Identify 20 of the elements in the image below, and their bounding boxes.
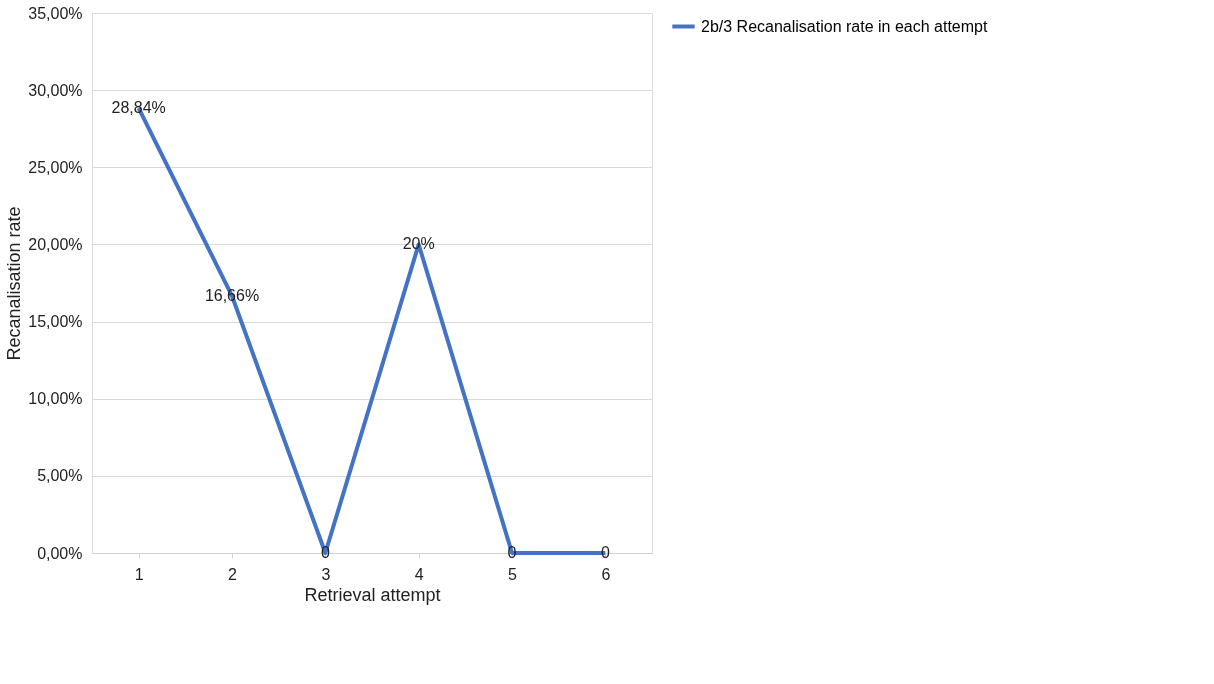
x-axis-title: Retrieval attempt xyxy=(304,584,441,605)
data-label: 0 xyxy=(600,544,610,561)
x-tick-label: 5 xyxy=(508,565,518,583)
y-tick-label: 35,00% xyxy=(28,4,83,22)
x-tick-label: 1 xyxy=(134,565,144,583)
y-tick-label: 10,00% xyxy=(28,390,83,408)
data-label: 28,84% xyxy=(111,99,166,117)
x-tick-label: 4 xyxy=(414,565,424,583)
x-tick-label: 3 xyxy=(321,565,331,583)
x-tick-label: 2 xyxy=(228,565,238,583)
data-label: 20% xyxy=(402,235,435,253)
y-tick-label: 0,00% xyxy=(37,544,83,562)
y-tick-label: 25,00% xyxy=(28,158,83,176)
y-axis-title: Recanalisation rate xyxy=(4,206,25,361)
y-tick-label: 5,00% xyxy=(37,467,83,485)
x-tick-label: 6 xyxy=(601,565,611,583)
y-tick-label: 20,00% xyxy=(28,235,83,253)
legend-label: 2b/3 Recanalisation rate in each attempt xyxy=(701,17,988,35)
y-tick-label: 30,00% xyxy=(28,81,83,99)
y-tick-label: 15,00% xyxy=(28,313,83,331)
